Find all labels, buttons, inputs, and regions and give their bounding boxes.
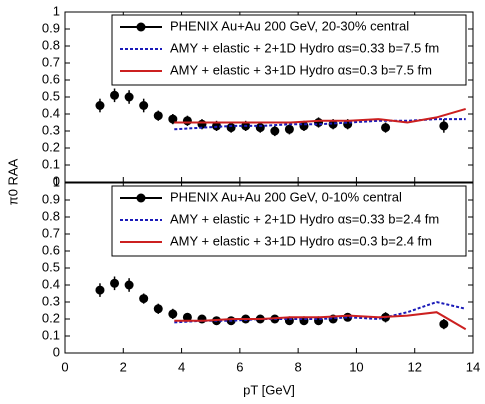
data-point [139,101,149,110]
data-point [328,119,338,129]
legend-marker [136,193,146,203]
data-point [153,304,163,314]
legend-label: PHENIX Au+Au 200 GeV, 0-10% central [170,189,402,204]
data-point [110,278,120,288]
data-point [270,126,280,136]
y-tick-label: 0.9 [42,20,60,35]
legend-label: PHENIX Au+Au 200 GeV, 20-30% central [170,18,409,33]
data-point [168,114,178,124]
x-tick-label: 8 [295,359,302,374]
data-point [284,124,294,134]
y-tick-label: 0 [53,344,60,359]
legend-label: AMY + elastic + 3+1D Hydro αs=0.3 b=7.5 … [170,62,432,77]
y-tick-label: 0.3 [42,122,60,137]
x-tick-label: 12 [407,359,421,374]
data-point [197,314,207,324]
y-axis-label: π0 RAA [5,158,20,205]
data-point [95,101,105,110]
data-point [139,294,149,304]
y-tick-label: 0.2 [42,310,60,325]
legend-label: AMY + elastic + 3+1D Hydro αs=0.3 b=2.4 … [170,233,432,248]
y-tick-label: 0 [53,173,60,188]
data-point [168,309,178,319]
legend-box [111,14,467,86]
y-tick-label: 0.6 [42,71,60,86]
data-point [314,118,324,127]
y-tick-label: 0.6 [42,242,60,257]
model-line [174,300,466,324]
x-tick-label: 4 [178,359,185,374]
data-point [153,111,163,121]
y-tick-label: 1 [53,174,60,189]
x-tick-label: 14 [466,359,480,374]
data-point [182,116,192,126]
data-point [439,121,449,131]
data-point [182,312,192,322]
legend-label: AMY + elastic + 2+1D Hydro αs=0.33 b=2.4… [170,211,439,226]
y-tick-label: 0.7 [42,225,60,240]
data-point [124,92,134,102]
data-point [381,123,391,133]
y-tick-label: 0.5 [42,88,60,103]
x-tick-label: 0 [61,359,68,374]
legend-box [111,185,467,257]
model-line [174,118,466,131]
data-point [124,280,134,290]
model-line [174,311,467,331]
legend-marker [136,22,146,32]
data-point [226,123,236,133]
data-point [439,319,449,329]
y-tick-label: 0.9 [42,191,60,206]
data-point [255,123,265,133]
y-tick-label: 0.2 [42,139,60,154]
x-tick-label: 10 [349,359,363,374]
legend-label: AMY + elastic + 2+1D Hydro αs=0.33 b=7.5… [170,40,439,55]
y-tick-label: 0.8 [42,208,60,223]
y-tick-label: 0.1 [42,327,60,342]
x-tick-label: 2 [120,359,127,374]
y-tick-label: 0.4 [42,105,60,120]
y-tick-label: 1 [53,3,60,18]
y-tick-label: 0.4 [42,276,60,291]
data-point [110,90,120,100]
y-tick-label: 0.8 [42,37,60,52]
model-line [174,107,466,124]
data-point [95,285,105,295]
x-axis-label: pT [GeV] [243,382,295,397]
x-tick-label: 6 [236,359,243,374]
y-tick-label: 0.5 [42,259,60,274]
y-tick-label: 0.1 [42,156,60,171]
y-tick-label: 0.3 [42,293,60,308]
y-tick-label: 0.7 [42,54,60,69]
